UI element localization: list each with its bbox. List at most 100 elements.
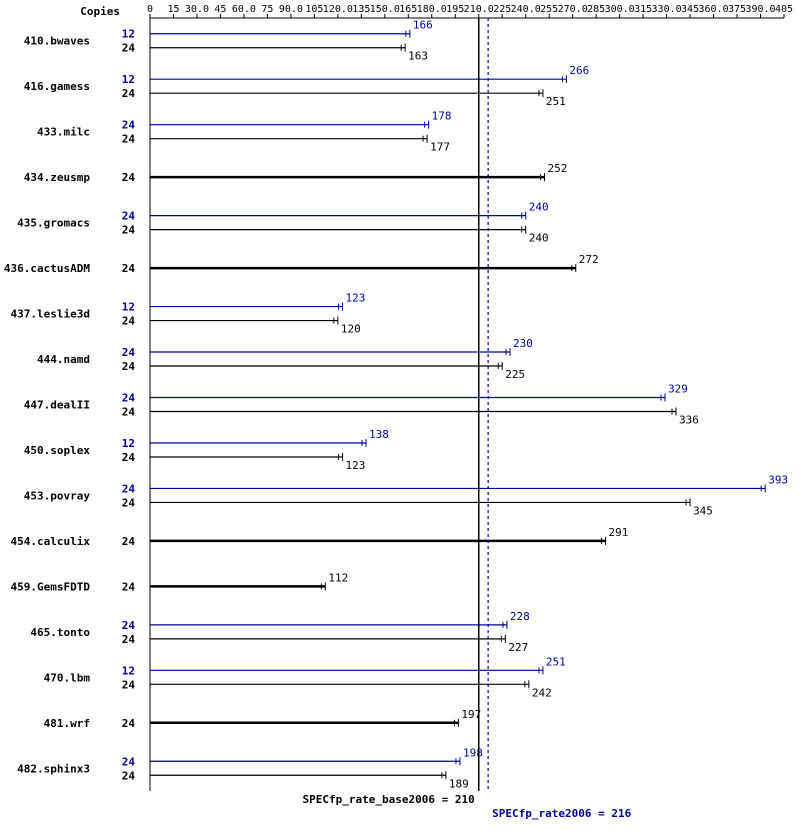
- value-label: 230: [513, 337, 533, 350]
- copies-label: 24: [122, 535, 136, 548]
- benchmark-label: 481.wrf: [44, 717, 90, 730]
- svg-text:120.0: 120.0: [323, 4, 353, 15]
- value-label: 138: [369, 428, 389, 441]
- svg-text:180.0: 180.0: [417, 4, 447, 15]
- svg-text:315: 315: [634, 4, 652, 15]
- svg-text:330.0: 330.0: [652, 4, 682, 15]
- svg-text:375: 375: [728, 4, 746, 15]
- copies-label: 24: [122, 392, 136, 405]
- benchmark-label: 433.milc: [37, 126, 90, 139]
- benchmark-label: 470.lbm: [44, 671, 91, 684]
- svg-text:75: 75: [261, 4, 273, 15]
- benchmark-label: 465.tonto: [30, 626, 90, 639]
- svg-text:135: 135: [352, 4, 370, 15]
- benchmark-label: 434.zeusmp: [24, 171, 91, 184]
- copies-label: 24: [122, 755, 136, 768]
- copies-label: 24: [122, 451, 136, 464]
- value-label: 345: [693, 504, 713, 517]
- copies-label: 24: [122, 315, 136, 328]
- svg-text:225: 225: [493, 4, 511, 15]
- baseline-peak-label: SPECfp_rate2006 = 216: [492, 807, 631, 820]
- svg-text:0: 0: [147, 4, 153, 15]
- value-label: 272: [579, 253, 599, 266]
- value-label: 123: [346, 292, 366, 305]
- value-label: 112: [328, 571, 348, 584]
- value-label: 198: [463, 746, 483, 759]
- value-label: 166: [413, 19, 433, 32]
- value-label: 251: [546, 655, 566, 668]
- copies-label: 24: [122, 119, 136, 132]
- svg-text:300.0: 300.0: [605, 4, 635, 15]
- svg-text:60.0: 60.0: [232, 4, 256, 15]
- svg-text:30.0: 30.0: [185, 4, 209, 15]
- value-label: 123: [346, 459, 366, 472]
- value-label: 266: [569, 64, 589, 77]
- value-label: 291: [609, 526, 629, 539]
- svg-text:105: 105: [305, 4, 323, 15]
- copies-label: 12: [122, 664, 135, 677]
- benchmark-label: 410.bwaves: [24, 35, 90, 48]
- benchmark-label: 416.gamess: [24, 80, 90, 93]
- copies-label: 24: [122, 42, 136, 55]
- value-label: 120: [341, 323, 361, 336]
- copies-label: 24: [122, 633, 136, 646]
- value-label: 336: [679, 414, 699, 427]
- value-label: 178: [432, 110, 452, 123]
- copies-label: 24: [122, 171, 136, 184]
- svg-text:15: 15: [167, 4, 179, 15]
- value-label: 189: [449, 777, 469, 790]
- value-label: 242: [532, 686, 552, 699]
- value-label: 163: [408, 50, 428, 63]
- benchmark-label: 437.leslie3d: [11, 308, 90, 321]
- copies-label: 12: [122, 28, 135, 41]
- benchmark-label: 435.gromacs: [17, 217, 90, 230]
- svg-text:360.0: 360.0: [699, 4, 729, 15]
- svg-text:195: 195: [446, 4, 464, 15]
- copies-label: 12: [122, 73, 135, 86]
- svg-text:285: 285: [587, 4, 605, 15]
- benchmark-label: 454.calculix: [11, 535, 91, 548]
- value-label: 240: [529, 232, 549, 245]
- spec-rate-chart: 01530.04560.07590.0105120.0135150.016518…: [0, 0, 799, 831]
- svg-text:240.0: 240.0: [511, 4, 541, 15]
- value-label: 227: [508, 641, 528, 654]
- value-label: 177: [430, 141, 450, 154]
- copies-label: 24: [122, 496, 136, 509]
- svg-text:165: 165: [399, 4, 417, 15]
- value-label: 225: [505, 368, 525, 381]
- copies-label: 24: [122, 360, 136, 373]
- value-label: 329: [668, 383, 688, 396]
- copies-label: 24: [122, 262, 136, 275]
- svg-text:270.0: 270.0: [558, 4, 588, 15]
- copies-label: 12: [122, 301, 135, 314]
- value-label: 228: [510, 610, 530, 623]
- value-label: 240: [529, 201, 549, 214]
- benchmark-label: 453.povray: [24, 489, 91, 502]
- baseline-base-label: SPECfp_rate_base2006 = 210: [303, 793, 475, 806]
- value-label: 393: [768, 473, 788, 486]
- benchmark-label: 459.GemsFDTD: [11, 580, 91, 593]
- copies-label: 24: [122, 482, 136, 495]
- svg-text:405: 405: [775, 4, 793, 15]
- svg-text:150.0: 150.0: [370, 4, 400, 15]
- svg-text:390.0: 390.0: [745, 4, 775, 15]
- benchmark-label: 450.soplex: [24, 444, 91, 457]
- benchmark-label: 444.namd: [37, 353, 90, 366]
- copies-label: 24: [122, 769, 136, 782]
- copies-label: 24: [122, 717, 136, 730]
- copies-label: 24: [122, 346, 136, 359]
- svg-text:255: 255: [540, 4, 558, 15]
- svg-text:210.0: 210.0: [464, 4, 494, 15]
- copies-label: 24: [122, 224, 136, 237]
- copies-label: 24: [122, 133, 136, 146]
- svg-text:45: 45: [214, 4, 226, 15]
- copies-label: 24: [122, 406, 136, 419]
- value-label: 252: [547, 162, 567, 175]
- copies-label: 24: [122, 580, 136, 593]
- copies-label: 24: [122, 87, 136, 100]
- value-label: 251: [546, 95, 566, 108]
- copies-label: 24: [122, 619, 136, 632]
- svg-text:90.0: 90.0: [279, 4, 303, 15]
- svg-text:345: 345: [681, 4, 699, 15]
- copies-label: 12: [122, 437, 135, 450]
